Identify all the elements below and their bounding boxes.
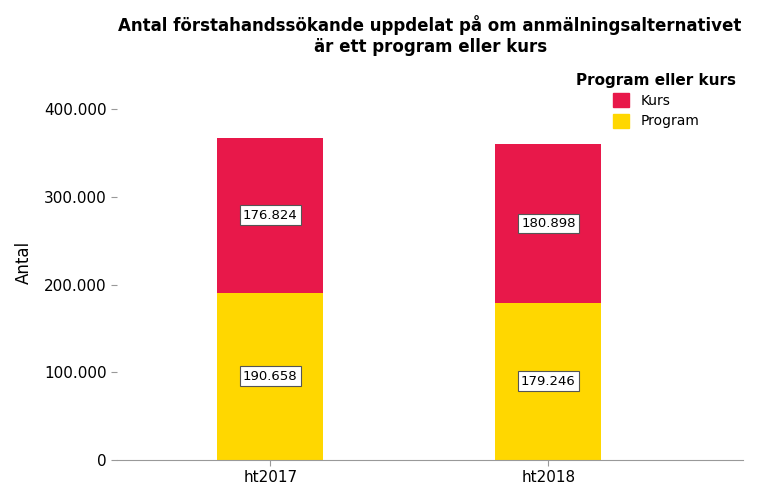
Text: 180.898: 180.898 <box>521 217 575 230</box>
Bar <box>496 302 601 460</box>
Text: 179.246: 179.246 <box>521 374 576 388</box>
Y-axis label: Antal: Antal <box>15 241 33 284</box>
Bar <box>218 138 323 292</box>
Bar <box>496 144 601 302</box>
Title: Antal förstahandssökande uppdelat på om anmälningsalternativet
är ett program el: Antal förstahandssökande uppdelat på om … <box>118 15 742 56</box>
Legend: Kurs, Program: Kurs, Program <box>576 72 736 128</box>
Text: 176.824: 176.824 <box>243 209 298 222</box>
Bar <box>218 292 323 460</box>
Text: 190.658: 190.658 <box>243 370 298 382</box>
